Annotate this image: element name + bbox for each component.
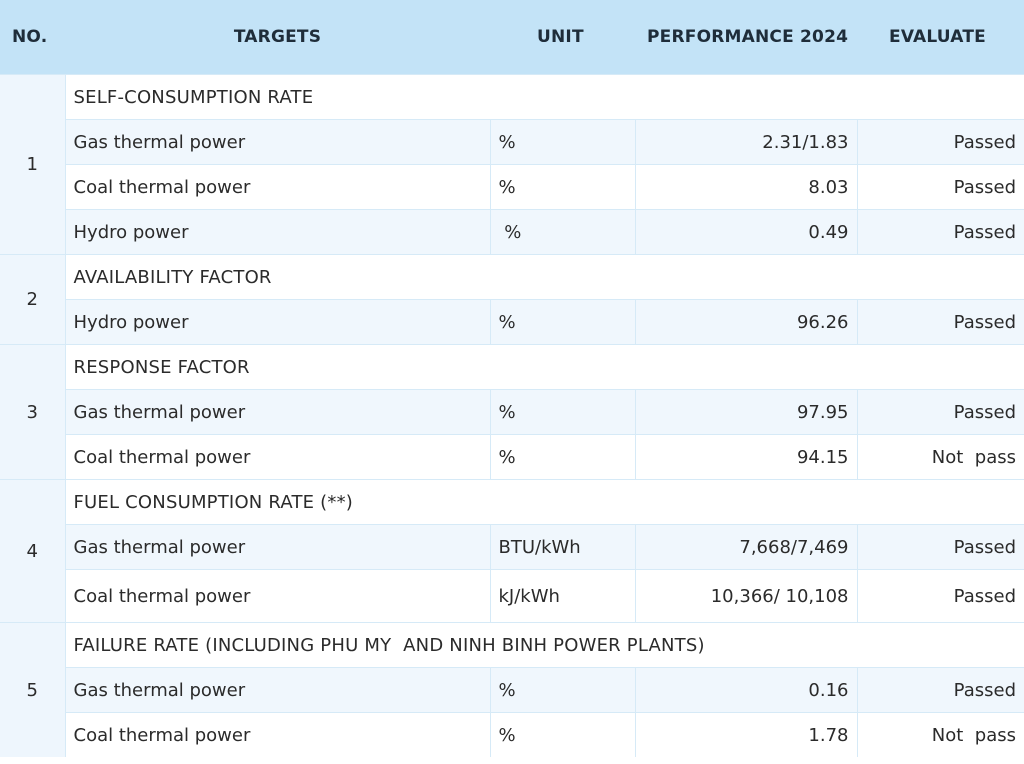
evaluate-cell: Passed [856,667,1024,713]
category-label: SELF-CONSUMPTION RATE [64,74,1024,120]
performance-cell: 10,366/ 10,108 [634,569,857,623]
table-row: Coal thermal power kJ/kWh 10,366/ 10,108… [0,569,1024,623]
performance-cell: 7,668/7,469 [634,524,857,570]
unit-cell: kJ/kWh [489,569,635,623]
table-row: Hydro power % 0.49 Passed [0,209,1024,255]
target-cell: Coal thermal power [64,434,490,480]
category-label: RESPONSE FACTOR [64,344,1024,390]
header-row: NO. TARGETS UNIT PERFORMANCE 2024 EVALUA… [0,0,1024,75]
unit-cell: % [489,667,635,713]
unit-cell: % [489,389,635,435]
evaluate-cell: Passed [856,389,1024,435]
table-row: Hydro power % 96.26 Passed [0,299,1024,345]
target-cell: Gas thermal power [64,524,490,570]
performance-cell: 8.03 [634,164,857,210]
unit-cell: % [489,712,635,757]
performance-cell: 96.26 [634,299,857,345]
table-row: Coal thermal power % 94.15 Not pass [0,434,1024,480]
unit-cell: % [489,119,635,165]
target-cell: Gas thermal power [64,667,490,713]
target-cell: Coal thermal power [64,712,490,757]
unit-cell: BTU/kWh [489,524,635,570]
performance-cell: 1.78 [634,712,857,757]
target-cell: Coal thermal power [64,569,490,623]
row-number: 2 [0,254,65,345]
table-row: Gas thermal power % 0.16 Passed [0,667,1024,713]
unit-cell: % [489,209,635,255]
row-number: 5 [0,622,65,757]
evaluate-cell: Passed [856,164,1024,210]
evaluate-cell: Passed [856,524,1024,570]
row-number: 1 [0,74,65,255]
target-cell: Gas thermal power [64,119,490,165]
evaluate-cell: Passed [856,119,1024,165]
table-row: Coal thermal power % 1.78 Not pass [0,712,1024,757]
category-row: 4 FUEL CONSUMPTION RATE (**) [0,479,1024,623]
category-row: 2 AVAILABILITY FACTOR [0,254,1024,345]
performance-cell: 0.49 [634,209,857,255]
target-cell: Coal thermal power [64,164,490,210]
target-cell: Gas thermal power [64,389,490,435]
table-row: Gas thermal power BTU/kWh 7,668/7,469 Pa… [0,524,1024,570]
category-label: FUEL CONSUMPTION RATE (**) [64,479,1024,525]
evaluate-cell: Passed [856,299,1024,345]
target-cell: Hydro power [64,299,490,345]
category-label: FAILURE RATE (INCLUDING PHU MY AND NINH … [64,622,1024,668]
category-label: AVAILABILITY FACTOR [64,254,1024,300]
header-unit: UNIT [490,0,635,75]
category-row: 3 RESPONSE FACTOR [0,344,1024,480]
evaluate-cell: Passed [856,209,1024,255]
header-evaluate: EVALUATE [857,0,1024,75]
category-row: 1 SELF-CONSUMPTION RATE [0,74,1024,255]
category-row: 5 FAILURE RATE (INCLUDING PHU MY AND NIN… [0,622,1024,757]
performance-cell: 94.15 [634,434,857,480]
table-row: Coal thermal power % 8.03 Passed [0,164,1024,210]
row-number: 4 [0,479,65,623]
header-no: NO. [0,0,65,75]
header-performance: PERFORMANCE 2024 [635,0,857,75]
unit-cell: % [489,164,635,210]
header-targets: TARGETS [65,0,490,75]
performance-cell: 97.95 [634,389,857,435]
unit-cell: % [489,434,635,480]
unit-cell: % [489,299,635,345]
performance-cell: 0.16 [634,667,857,713]
evaluate-cell: Not pass [856,712,1024,757]
evaluate-cell: Passed [856,569,1024,623]
row-number: 3 [0,344,65,480]
evaluate-cell: Not pass [856,434,1024,480]
target-cell: Hydro power [64,209,490,255]
table-row: Gas thermal power % 97.95 Passed [0,389,1024,435]
table-row: Gas thermal power % 2.31/1.83 Passed [0,119,1024,165]
performance-cell: 2.31/1.83 [634,119,857,165]
